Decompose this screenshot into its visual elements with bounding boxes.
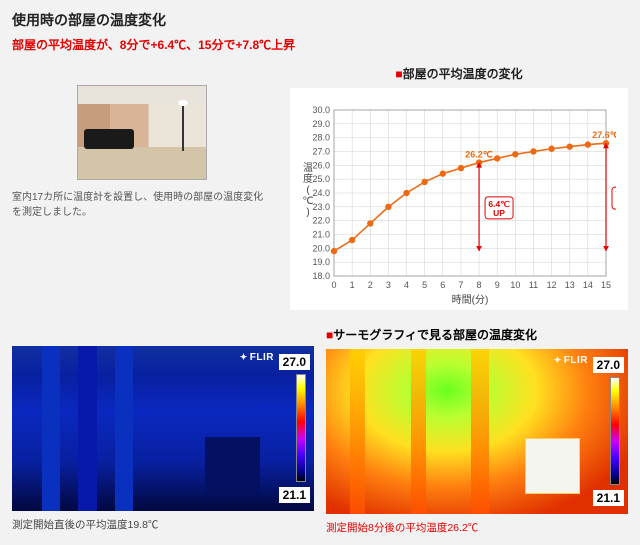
svg-text:25.0: 25.0 xyxy=(312,174,330,184)
svg-text:時間(分): 時間(分) xyxy=(452,294,489,306)
flir-label: FLIR xyxy=(240,352,274,363)
svg-text:21.0: 21.0 xyxy=(312,230,330,240)
thermal-image-hot: FLIR 27.0 21.1 xyxy=(326,349,628,514)
scale-min-label: 21.1 xyxy=(279,487,310,503)
svg-text:4: 4 xyxy=(404,280,409,290)
svg-text:30.0: 30.0 xyxy=(312,105,330,115)
svg-text:22.0: 22.0 xyxy=(312,216,330,226)
svg-text:28.0: 28.0 xyxy=(312,133,330,143)
svg-text:13: 13 xyxy=(565,280,575,290)
thermal-left-column: FLIR 27.0 21.1 測定開始直後の平均温度19.8℃ xyxy=(12,326,314,535)
svg-text:18.0: 18.0 xyxy=(312,271,330,281)
svg-text:19.0: 19.0 xyxy=(312,257,330,267)
svg-text:8: 8 xyxy=(477,280,482,290)
photo-column: 室内17カ所に温度計を設置し、使用時の部屋の温度変化を測定しました。 xyxy=(12,65,272,310)
chart-column: ■部屋の平均温度の変化 18.0 19.0 20.0 21.0 22.0 23.0 24.0… xyxy=(290,65,628,310)
scale-max-label: 27.0 xyxy=(593,357,624,373)
svg-text:3: 3 xyxy=(386,280,391,290)
svg-text:0: 0 xyxy=(331,280,336,290)
thermal-right-caption: 測定開始8分後の平均温度26.2℃ xyxy=(326,520,628,535)
svg-text:6: 6 xyxy=(440,280,445,290)
scale-max-label: 27.0 xyxy=(279,354,310,370)
scale-min-label: 21.1 xyxy=(593,490,624,506)
svg-text:7.8℃: 7.8℃ xyxy=(615,189,616,199)
page-title: 使用時の部屋の温度変化 xyxy=(12,10,628,30)
svg-text:12: 12 xyxy=(547,280,557,290)
subtitle-prefix: 部屋の平均温度が、 xyxy=(12,38,120,52)
svg-text:23.0: 23.0 xyxy=(312,202,330,212)
line-chart: 18.0 19.0 20.0 21.0 22.0 23.0 24.0 25.0 26.0 27.0… xyxy=(290,88,628,310)
svg-text:24.0: 24.0 xyxy=(312,188,330,198)
color-scale-bar xyxy=(296,374,306,482)
line-chart-title: ■部屋の平均温度の変化 xyxy=(290,65,628,82)
svg-text:1: 1 xyxy=(350,280,355,290)
thermal-image-cold: FLIR 27.0 21.1 xyxy=(12,346,314,511)
svg-text:10: 10 xyxy=(510,280,520,290)
svg-text:5: 5 xyxy=(422,280,427,290)
svg-text:7: 7 xyxy=(458,280,463,290)
thermal-right-column: ■サーモグラフィで見る部屋の温度変化 FLIR 27.0 21.1 測定開始8分… xyxy=(326,326,628,535)
svg-text:26.0: 26.0 xyxy=(312,160,330,170)
svg-text:26.2℃: 26.2℃ xyxy=(465,150,493,160)
svg-text:11: 11 xyxy=(529,280,538,290)
svg-text:UP: UP xyxy=(493,208,505,218)
svg-text:14: 14 xyxy=(583,280,593,290)
svg-text:2: 2 xyxy=(368,280,373,290)
svg-text:20.0: 20.0 xyxy=(312,243,330,253)
thermal-left-caption: 測定開始直後の平均温度19.8℃ xyxy=(12,517,314,532)
color-scale-bar xyxy=(610,377,620,485)
svg-text:15: 15 xyxy=(601,280,611,290)
svg-text:9: 9 xyxy=(495,280,500,290)
svg-text:27.6℃: 27.6℃ xyxy=(592,130,616,140)
subtitle-main: 8分で+6.4℃、15分で+7.8℃上昇 xyxy=(120,38,295,52)
svg-text:27.0: 27.0 xyxy=(312,147,330,157)
svg-text:29.0: 29.0 xyxy=(312,119,330,129)
room-photo xyxy=(77,85,207,180)
flir-label: FLIR xyxy=(554,355,588,366)
photo-caption: 室内17カ所に温度計を設置し、使用時の部屋の温度変化を測定しました。 xyxy=(12,190,272,220)
page-subtitle: 部屋の平均温度が、8分で+6.4℃、15分で+7.8℃上昇 xyxy=(12,36,628,53)
thermal-section-title: ■サーモグラフィで見る部屋の温度変化 xyxy=(326,326,628,343)
